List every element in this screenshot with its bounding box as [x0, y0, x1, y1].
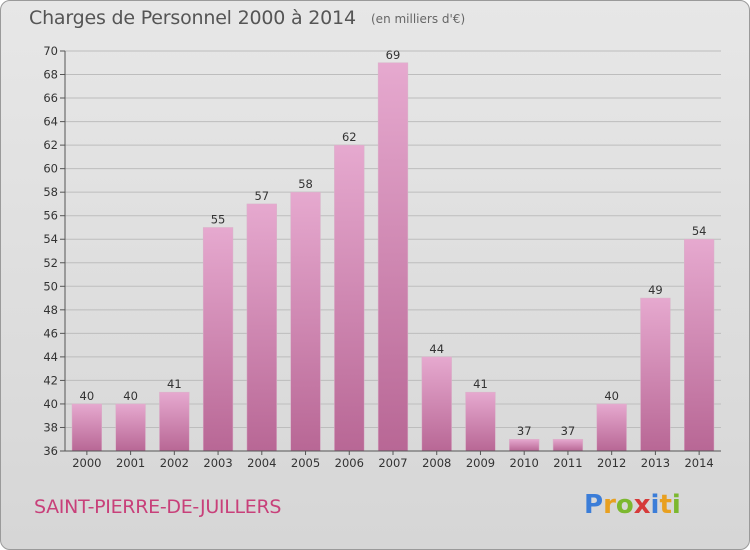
data-label: 69 — [386, 48, 401, 62]
bar-2011 — [552, 438, 584, 452]
x-tick-label: 2000 — [72, 456, 101, 470]
y-tick-label: 42 — [43, 373, 58, 387]
bar-2013 — [640, 297, 671, 452]
x-tick-label: 2002 — [160, 456, 189, 470]
data-label: 41 — [167, 377, 182, 391]
bar-2008 — [421, 356, 452, 452]
bar-2010 — [509, 438, 540, 452]
y-tick-label: 56 — [43, 209, 58, 223]
bar-2003 — [202, 227, 234, 452]
y-tick-label: 62 — [43, 138, 58, 152]
data-label: 57 — [254, 189, 269, 203]
y-tick-label: 48 — [43, 303, 58, 317]
x-tick-label: 2001 — [116, 456, 145, 470]
bar-2009 — [465, 391, 496, 452]
bar-2002 — [159, 391, 190, 452]
x-tick-label: 2009 — [466, 456, 495, 470]
y-tick-label: 64 — [43, 115, 58, 129]
x-tick-label: 2007 — [378, 456, 407, 470]
data-label: 44 — [429, 342, 444, 356]
bars: 40 40 41 55 57 58 62 69 44 41 37 37 40 49 54 — [71, 48, 715, 452]
y-tick-label: 38 — [43, 420, 58, 434]
x-tick-label: 2008 — [422, 456, 451, 470]
data-label: 37 — [517, 424, 532, 438]
logo-letter: P — [584, 490, 604, 520]
x-tick-label: 2014 — [684, 456, 713, 470]
data-label: 41 — [473, 377, 488, 391]
bar-2014 — [684, 238, 715, 452]
logo-letter: r — [603, 490, 616, 520]
bar-2007 — [377, 62, 409, 452]
city-name: SAINT-PIERRE-DE-JUILLERS — [34, 496, 282, 518]
data-label: 40 — [80, 389, 95, 403]
x-tick-label: 2004 — [247, 456, 276, 470]
bar-2006 — [334, 144, 365, 452]
proxiti-logo[interactable]: Proxiti — [584, 490, 681, 520]
logo-letter: t — [659, 490, 672, 520]
y-tick-label: 58 — [43, 185, 58, 199]
y-tick-label: 52 — [43, 256, 58, 270]
y-tick-label: 66 — [43, 91, 58, 105]
y-tick-label: 46 — [43, 326, 58, 340]
data-label: 37 — [561, 424, 576, 438]
x-tick-label: 2005 — [291, 456, 320, 470]
data-label: 49 — [648, 283, 663, 297]
chart-subtitle: (en milliers d'€) — [371, 12, 466, 26]
logo-letter: i — [671, 490, 681, 520]
y-tick-label: 44 — [43, 350, 58, 364]
bar-2001 — [115, 403, 146, 452]
x-tick-label: 2012 — [597, 456, 626, 470]
y-tick-label: 60 — [43, 162, 58, 176]
y-tick-label: 36 — [43, 444, 58, 458]
y-tick-label: 40 — [43, 397, 58, 411]
data-label: 40 — [123, 389, 138, 403]
data-label: 40 — [604, 389, 619, 403]
y-tick-label: 50 — [43, 279, 58, 293]
y-tick-label: 68 — [43, 68, 58, 82]
logo-letter: x — [633, 490, 651, 520]
axes: 36 38 40 42 44 46 48 50 52 54 56 58 60 62 64 66 68 70 2000… — [43, 44, 721, 470]
logo-letter: i — [650, 490, 660, 520]
bar-2004 — [246, 203, 277, 452]
data-label: 55 — [211, 212, 226, 226]
bar-2012 — [596, 403, 627, 452]
x-tick-label: 2011 — [553, 456, 582, 470]
chart-title: Charges de Personnel 2000 à 2014 — [29, 7, 356, 29]
y-tick-label: 54 — [43, 232, 58, 246]
data-label: 62 — [342, 130, 357, 144]
y-tick-label: 70 — [43, 44, 58, 58]
data-label: 54 — [692, 224, 707, 238]
x-tick-label: 2006 — [335, 456, 364, 470]
data-label: 58 — [298, 177, 313, 191]
x-tick-label: 2003 — [203, 456, 232, 470]
x-tick-label: 2013 — [641, 456, 670, 470]
bar-2000 — [71, 403, 102, 452]
logo-letter: o — [615, 490, 634, 520]
x-tick-label: 2010 — [510, 456, 539, 470]
bar-2005 — [290, 191, 321, 452]
